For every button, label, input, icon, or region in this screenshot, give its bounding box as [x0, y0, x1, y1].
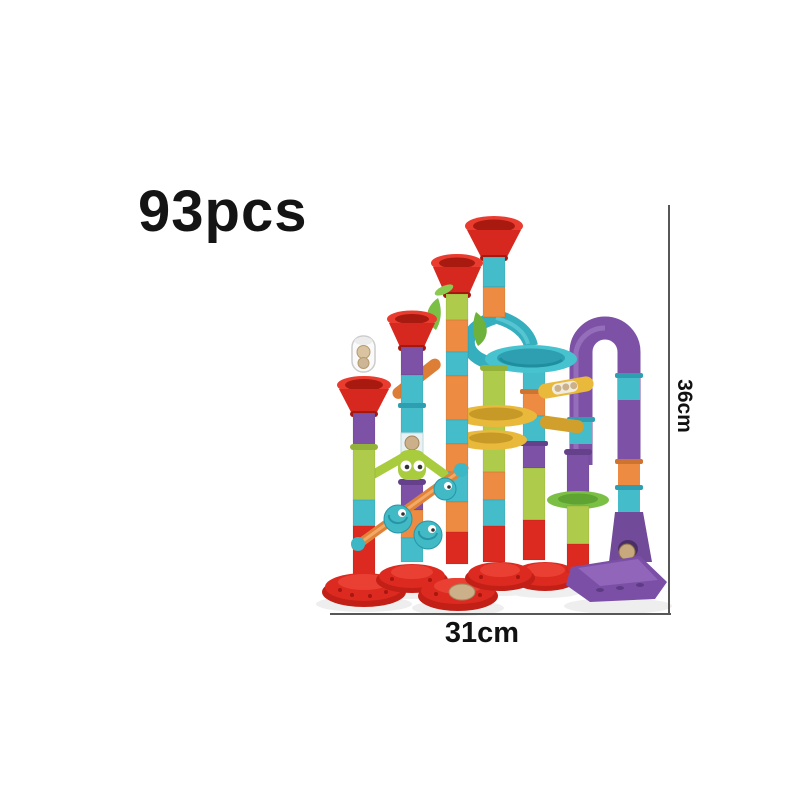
yellow-marble-track [538, 376, 594, 399]
tower-2 [387, 310, 437, 563]
caterpillar-rail [351, 463, 469, 551]
base-red-4 [465, 562, 535, 591]
piece-count-label: 93pcs [138, 179, 308, 244]
width-dimension-label: 31cm [444, 617, 520, 649]
height-dimension-line [668, 205, 670, 614]
green-branch-with-eyes [369, 450, 449, 480]
yellow-saucer-tracks [455, 405, 537, 450]
base-purple [566, 556, 667, 602]
base-red-2 [376, 564, 448, 593]
marble-capsule [351, 335, 376, 373]
height-dimension-label: 36cm [673, 379, 696, 433]
tower-6 [547, 449, 609, 573]
teal-funnel-bowl [485, 345, 577, 373]
yellow-track-lower [540, 415, 584, 434]
width-dimension-line [330, 613, 671, 615]
